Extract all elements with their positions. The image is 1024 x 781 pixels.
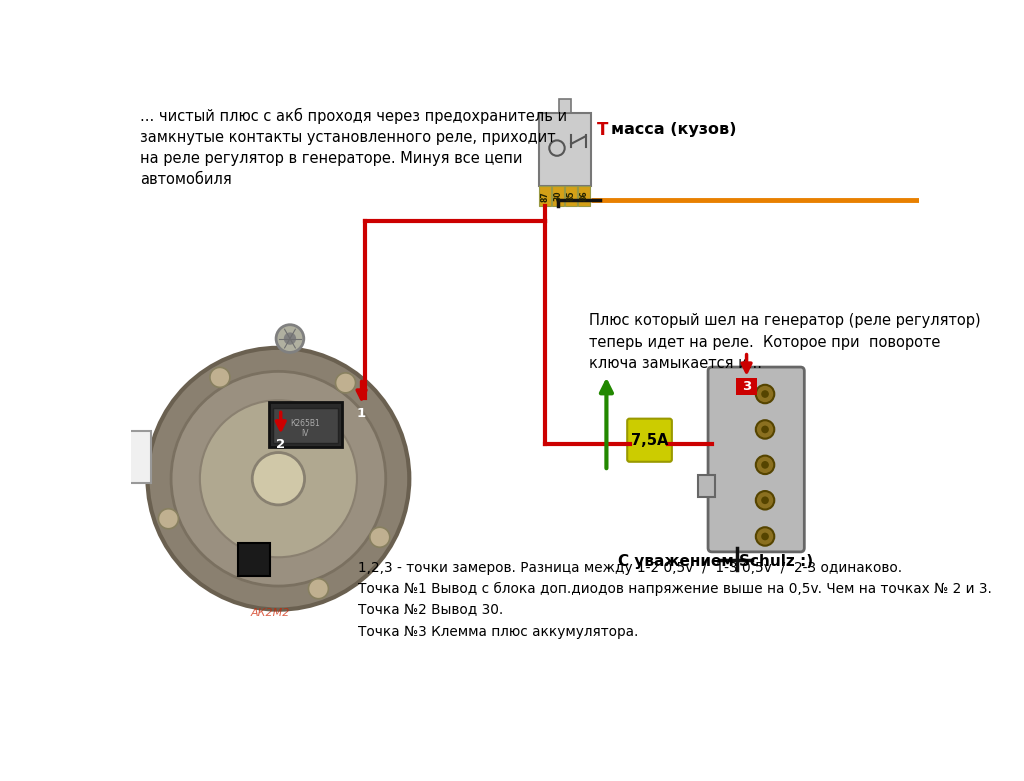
Circle shape (370, 527, 390, 547)
Circle shape (171, 372, 386, 586)
Text: 87: 87 (541, 191, 549, 201)
Bar (270, 436, 292, 452)
Bar (578, 186, 590, 206)
Circle shape (200, 400, 357, 558)
Text: 1: 1 (357, 407, 367, 419)
Bar (238, 544, 270, 576)
Circle shape (761, 533, 769, 540)
Bar (269, 402, 342, 448)
Circle shape (756, 455, 774, 474)
Circle shape (761, 390, 769, 398)
Bar (273, 408, 339, 444)
FancyBboxPatch shape (708, 367, 804, 552)
Circle shape (756, 491, 774, 509)
Text: АК2М2: АК2М2 (251, 608, 291, 619)
Circle shape (308, 579, 329, 599)
Text: T: T (597, 121, 608, 139)
Text: 1,2,3 - точки замеров. Разница между 1-2 0,5v  /  1-3 0,5v  /  2-3 одинаково.
То: 1,2,3 - точки замеров. Разница между 1-2… (357, 561, 991, 639)
Text: 3: 3 (742, 380, 752, 393)
Circle shape (252, 452, 304, 505)
Text: 2: 2 (276, 437, 286, 451)
Circle shape (276, 325, 304, 352)
Circle shape (284, 333, 296, 344)
Circle shape (761, 426, 769, 433)
Circle shape (756, 527, 774, 546)
Circle shape (756, 385, 774, 403)
Circle shape (761, 497, 769, 504)
Text: масса (кузов): масса (кузов) (611, 123, 736, 137)
Bar (565, 186, 578, 206)
Circle shape (210, 367, 230, 387)
Circle shape (159, 508, 178, 529)
Bar (351, 405, 373, 422)
Bar (539, 186, 551, 206)
Circle shape (756, 420, 774, 439)
FancyBboxPatch shape (628, 419, 672, 462)
Bar (124, 431, 152, 483)
Text: Плюс который шел на генератор (реле регулятор)
теперь идет на реле.  Которое при: Плюс который шел на генератор (реле регу… (589, 313, 980, 372)
Text: ... чистый плюс с акб проходя через предохранитель и
замкнутые контакты установл: ... чистый плюс с акб проходя через пред… (140, 108, 567, 187)
Circle shape (147, 348, 410, 610)
Circle shape (336, 373, 355, 393)
FancyBboxPatch shape (539, 113, 591, 186)
Text: С уважением Schulz :): С уважением Schulz :) (618, 555, 813, 569)
Bar (552, 186, 564, 206)
Bar (736, 378, 758, 394)
Text: 30: 30 (553, 191, 562, 201)
Bar (559, 99, 571, 113)
Circle shape (761, 461, 769, 469)
Bar (698, 476, 715, 497)
Text: К265В1
IV: К265В1 IV (291, 419, 321, 438)
Text: 86: 86 (580, 191, 589, 201)
Text: 7,5А: 7,5А (631, 433, 669, 448)
Text: 85: 85 (566, 191, 575, 201)
